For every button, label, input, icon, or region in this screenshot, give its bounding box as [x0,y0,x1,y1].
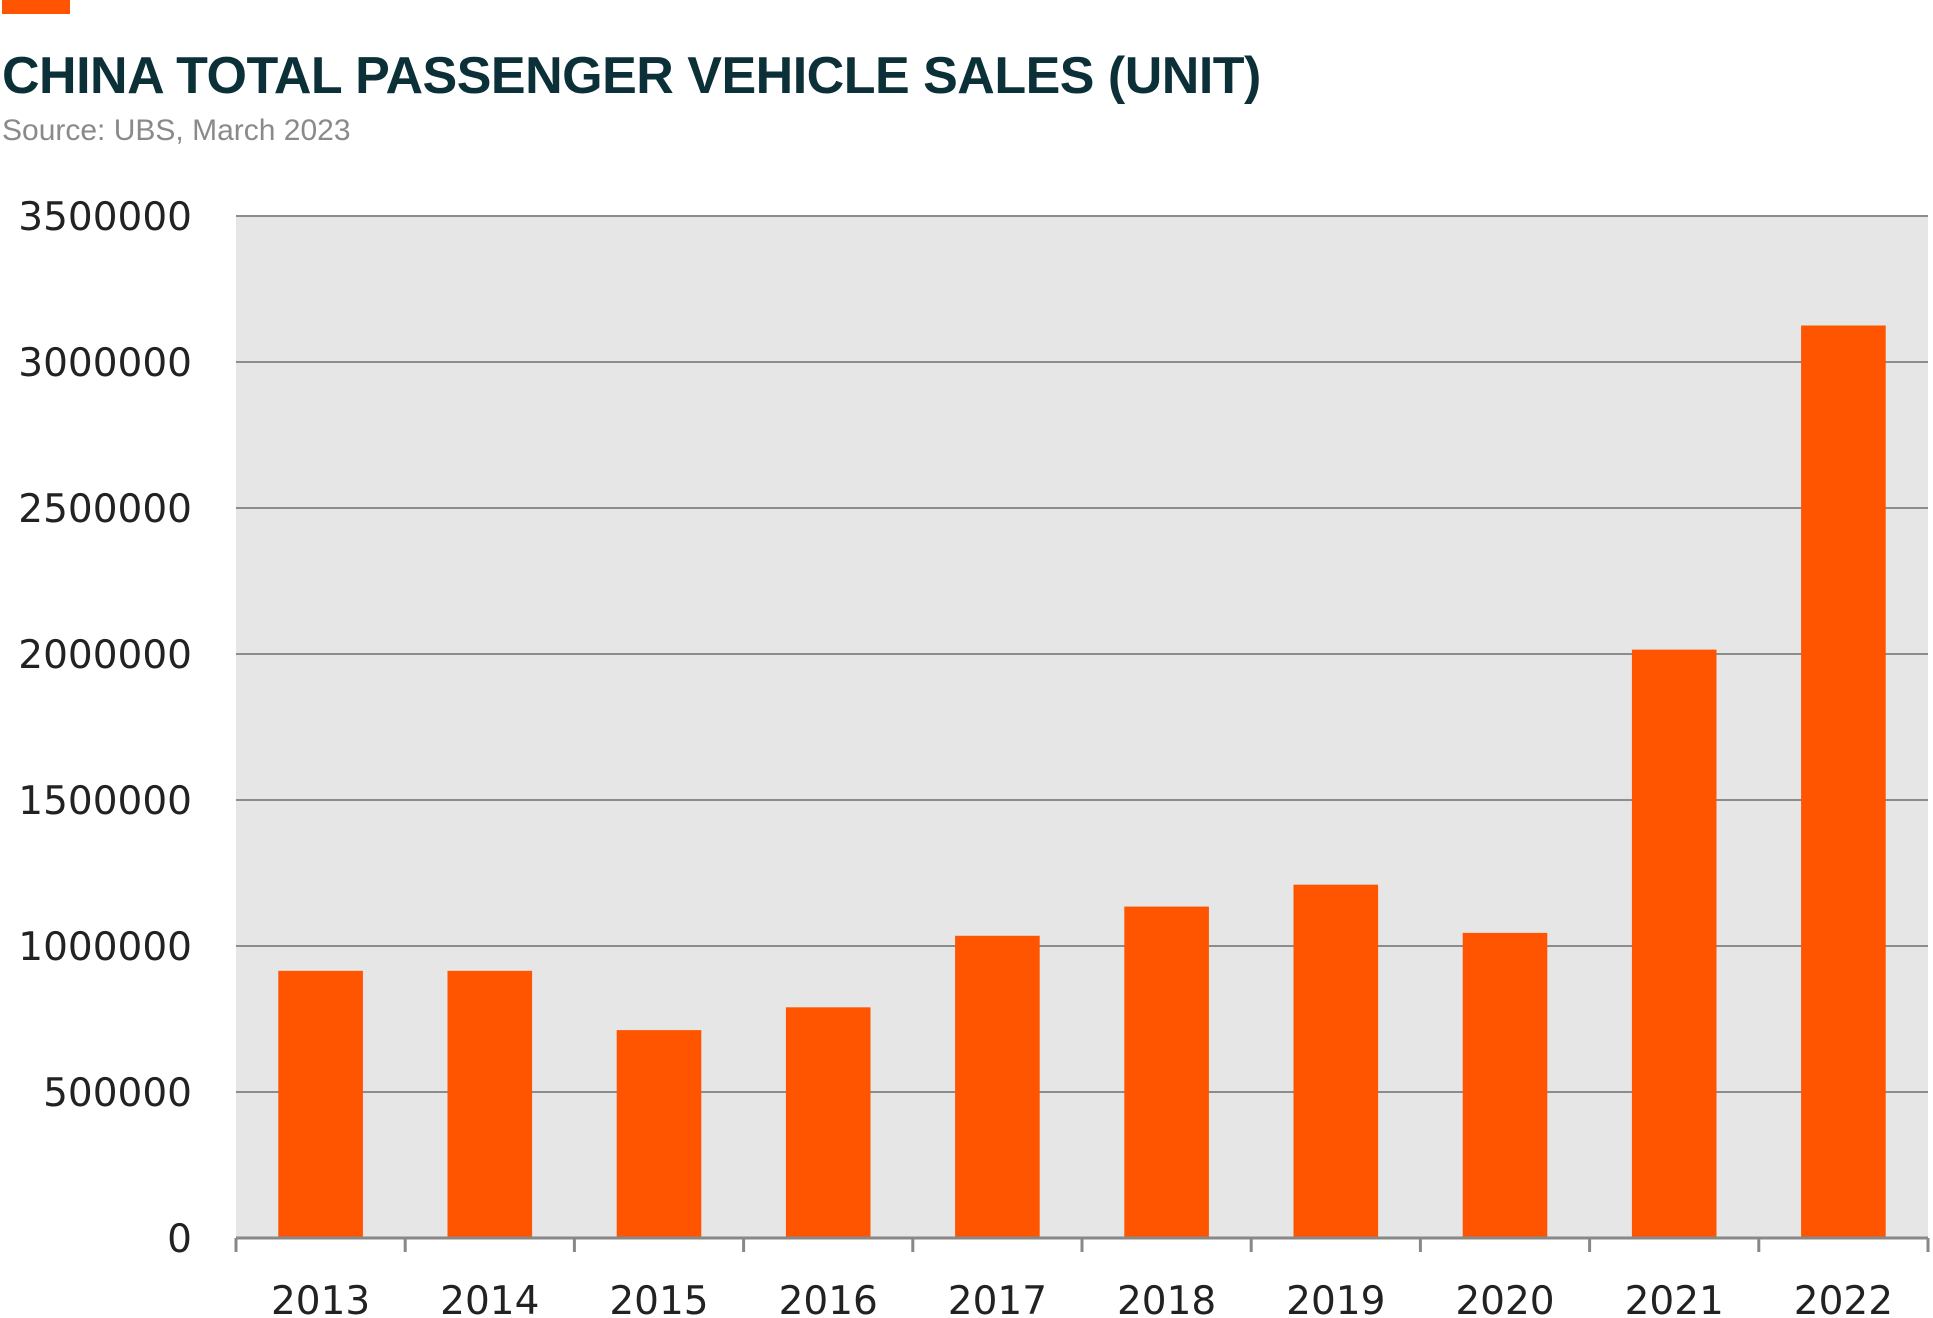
y-tick-label: 1000000 [18,925,192,970]
x-tick-label: 2013 [271,1279,370,1318]
bar-2019 [1293,884,1379,1238]
x-tick-label: 2022 [1794,1279,1893,1318]
bar-2014 [447,970,533,1238]
y-tick-label: 0 [167,1217,192,1262]
x-tick-label: 2019 [1286,1279,1385,1318]
x-tick-label: 2016 [779,1279,878,1318]
bar-2017 [955,935,1040,1238]
x-tick-label: 2018 [1117,1279,1216,1318]
y-axis-tick-labels: 0 500000 1000000 1500000 2000000 2500000 30000… [18,195,192,1262]
x-tick-label: 2015 [609,1279,708,1318]
accent-bar [2,0,70,14]
y-tick-label: 500000 [43,1071,192,1116]
x-tick-label: 2014 [440,1279,539,1318]
y-tick-label: 1500000 [18,779,192,824]
y-tick-label: 3000000 [18,341,192,386]
bar-2016 [785,1007,871,1238]
bar-2022 [1801,325,1886,1238]
chart-title: CHINA TOTAL PASSENGER VEHICLE SALES (UNI… [2,47,1261,105]
x-tick-label: 2021 [1625,1279,1724,1318]
x-tick-label: 2017 [948,1279,1047,1318]
x-axis [234,1236,1930,1252]
y-tick-label: 2000000 [18,633,192,678]
bar-2013 [278,970,363,1238]
bar-2018 [1124,906,1209,1238]
bars [278,325,1886,1238]
y-tick-label: 2500000 [18,487,192,532]
bar-2021 [1631,649,1717,1238]
x-tick-label: 2020 [1455,1279,1554,1318]
bar-2015 [616,1030,702,1238]
bar-2020 [1462,932,1548,1238]
chart-source: Source: UBS, March 2023 [2,114,351,147]
y-tick-label: 3500000 [18,195,192,240]
x-axis-tick-labels: 2013 2014 2015 2016 2017 2018 2019 2020 2021 2022 [271,1279,1893,1318]
